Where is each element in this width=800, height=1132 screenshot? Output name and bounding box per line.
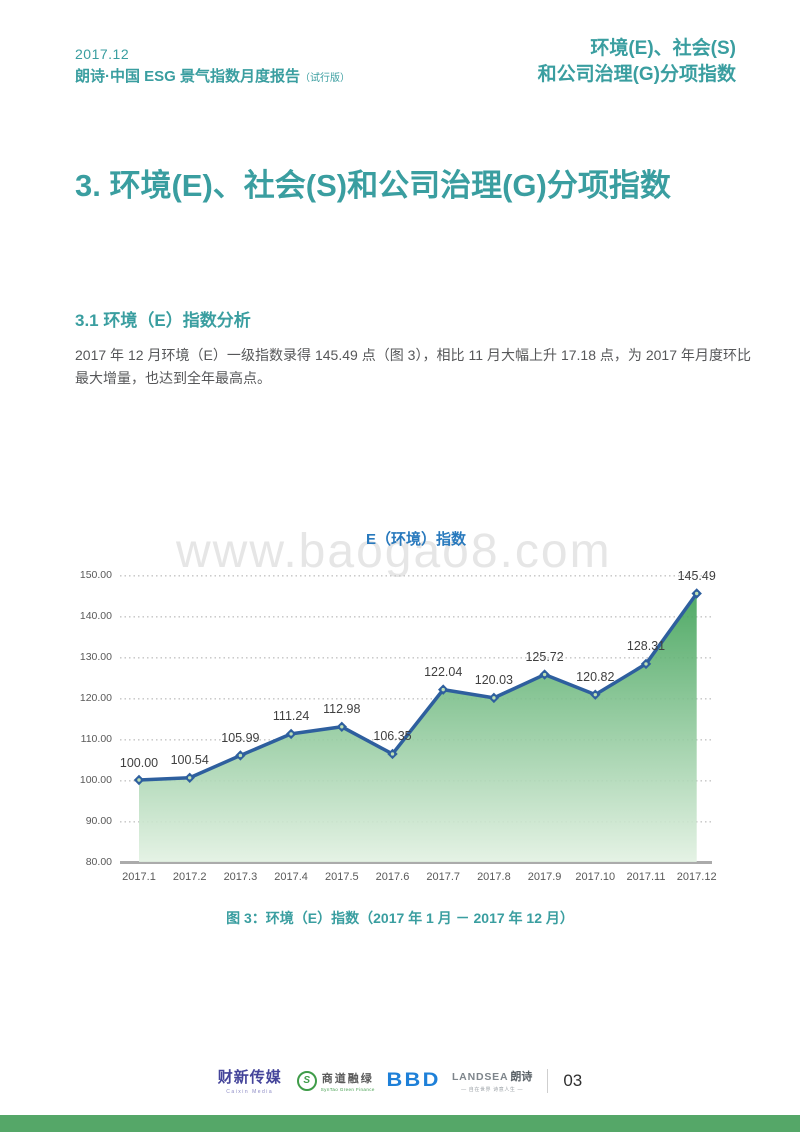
gridline xyxy=(120,575,712,577)
data-point-marker-center xyxy=(289,732,293,736)
y-axis-tick-label: 150.00 xyxy=(79,569,112,581)
y-axis-tick-label: 110.00 xyxy=(80,733,112,745)
data-point-marker-center xyxy=(593,692,597,697)
x-axis-tick-label: 2017.3 xyxy=(223,871,258,883)
report-date: 2017.12 xyxy=(75,46,130,62)
data-point-label: 125.72 xyxy=(525,650,564,665)
data-point-marker-center xyxy=(492,696,496,700)
landsea-logo-text: LANDSEA xyxy=(451,1071,509,1083)
bbd-logo: BBD xyxy=(386,1070,438,1092)
landsea-logo: LANDSEA 朗诗 — 自在世界 诗意人生 — xyxy=(452,1068,532,1093)
caixin-logo-subtext: Caixin Media xyxy=(226,1089,274,1095)
syntao-leaf-circle-icon: S xyxy=(296,1070,317,1091)
x-axis-tick-label: 2017.7 xyxy=(426,871,461,883)
data-point-marker-center xyxy=(340,725,344,729)
y-axis-tick-label: 120.00 xyxy=(79,692,112,704)
header-section-line1: 环境(E)、社会(S) xyxy=(590,38,736,59)
data-point-label: 100.00 xyxy=(119,755,159,770)
x-axis-tick-label: 2017.11 xyxy=(626,871,666,883)
landsea-logo-subtext: — 自在世界 诗意人生 — xyxy=(461,1087,524,1093)
header-section-label: 环境(E)、社会(S) 和公司治理(G)分项指数 xyxy=(538,36,736,88)
data-point-label: 145.49 xyxy=(677,568,716,583)
data-point-marker-center xyxy=(542,672,547,677)
x-axis-tick-label: 2017.6 xyxy=(375,871,410,883)
caixin-logo-text: 财新传媒 xyxy=(217,1069,282,1086)
chart-plot-area xyxy=(133,588,702,862)
report-edition: （试行版） xyxy=(300,73,351,84)
footer-divider xyxy=(547,1068,549,1093)
data-point-marker-center xyxy=(695,591,699,596)
body-paragraph: 2017 年 12 月环境（E）一级指数录得 145.49 点（图 3），相比 … xyxy=(75,347,751,386)
data-point-label: 120.03 xyxy=(474,673,513,688)
page-number: 03 xyxy=(563,1070,583,1090)
x-axis-line xyxy=(120,861,712,864)
x-axis-tick-label: 2017.2 xyxy=(172,871,207,883)
y-axis-tick-label: 140.00 xyxy=(79,610,112,622)
page-title: 3. 环境(E)、社会(S)和公司治理(G)分项指数 xyxy=(75,168,671,203)
data-point-label: 100.54 xyxy=(170,753,209,768)
gridline xyxy=(120,698,712,700)
y-axis-tick-label: 130.00 xyxy=(79,651,112,663)
section-heading: 3.1 环境（E）指数分析 xyxy=(75,311,251,330)
x-axis-tick-label: 2017.10 xyxy=(575,871,616,883)
figure-caption: 图 3：环境（E）指数（2017 年 1 月 － 2017 年 12 月） xyxy=(226,910,574,926)
data-point-label: 106.35 xyxy=(373,729,412,744)
x-axis-tick-label: 2017.4 xyxy=(274,871,308,883)
gridline xyxy=(120,657,712,659)
data-point-label: 128.31 xyxy=(626,639,666,654)
y-axis-tick-label: 100.00 xyxy=(79,774,112,786)
data-point-label: 105.99 xyxy=(221,730,260,745)
y-axis-tick-label: 90.00 xyxy=(85,815,112,827)
data-point-marker-center xyxy=(390,752,395,756)
watermark-text: www.baogao8.com xyxy=(176,525,612,578)
data-point-marker-center xyxy=(644,662,648,666)
x-axis-tick-label: 2017.9 xyxy=(527,871,562,883)
gridline xyxy=(120,616,712,618)
x-axis-tick-label: 2017.12 xyxy=(676,871,717,883)
header-section-line2: 和公司治理(G)分项指数 xyxy=(537,64,736,85)
bottom-accent-bar xyxy=(0,1115,800,1132)
x-axis-tick-label: 2017.8 xyxy=(477,871,511,883)
y-axis-tick-label: 80.00 xyxy=(85,856,112,868)
landsea-logo-cn-text: 朗诗 xyxy=(510,1071,533,1083)
data-point-marker-center xyxy=(137,778,141,782)
syntao-logo-subtext: SynTao Green Finance xyxy=(320,1086,375,1092)
x-axis-tick-label: 2017.5 xyxy=(324,871,359,883)
data-point-marker-center xyxy=(441,687,445,692)
syntao-green-finance-logo: S 商道融绿 SynTao Green Finance xyxy=(296,1070,375,1092)
area-series xyxy=(139,593,697,862)
header-left: 2017.12 朗诗·中国 ESG 景气指数月度报告（试行版） xyxy=(75,46,350,86)
data-point-label: 120.82 xyxy=(576,670,615,685)
data-point-marker-center xyxy=(238,753,243,758)
caixin-media-logo: 财新传媒 Caixin Media xyxy=(218,1066,282,1095)
data-point-label: 122.04 xyxy=(424,665,463,680)
x-axis-tick-label: 2017.1 xyxy=(122,871,156,883)
chart-title: E（环境）指数 xyxy=(365,531,466,548)
report-title: 朗诗·中国 ESG 景气指数月度报告（试行版） xyxy=(75,68,351,85)
data-point-label: 112.98 xyxy=(323,702,361,717)
footer: 财新传媒 Caixin Media S 商道融绿 SynTao Green Fi… xyxy=(0,1066,800,1095)
data-point-marker-center xyxy=(188,776,192,780)
syntao-logo-text: 商道融绿 xyxy=(321,1072,374,1085)
data-point-label: 111.24 xyxy=(272,709,310,724)
line-series xyxy=(138,592,699,782)
bbd-logo-text: BBD xyxy=(386,1069,441,1091)
